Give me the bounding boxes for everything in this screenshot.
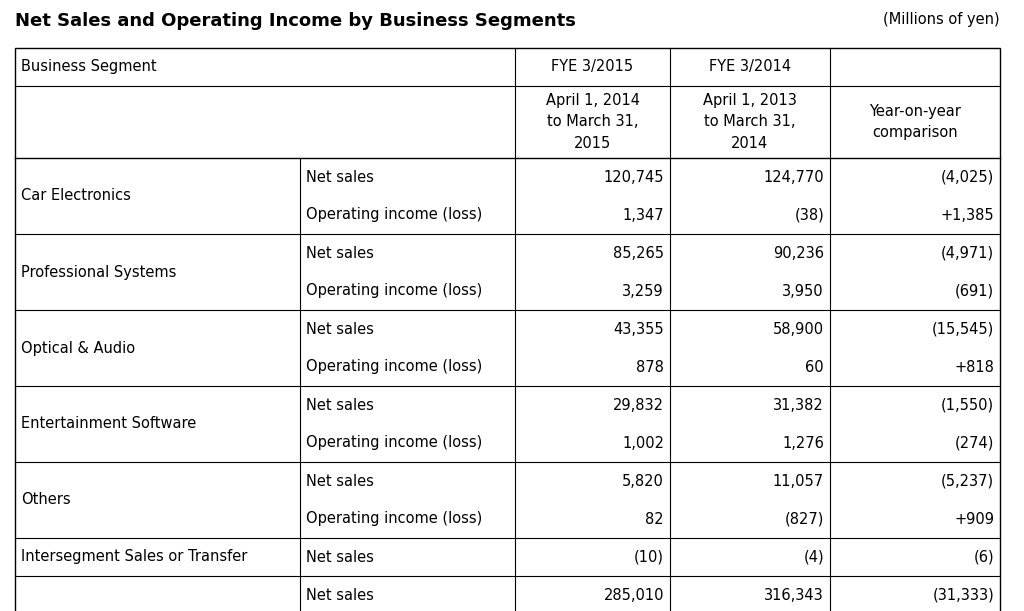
Text: (274): (274) (954, 436, 994, 450)
Text: Net sales: Net sales (306, 321, 374, 337)
Text: Operating income (loss): Operating income (loss) (306, 284, 482, 299)
Text: 316,343: 316,343 (764, 588, 824, 602)
Text: 1,276: 1,276 (782, 436, 824, 450)
Text: FYE 3/2015: FYE 3/2015 (552, 59, 634, 75)
Text: Net sales: Net sales (306, 398, 374, 412)
Text: Operating income (loss): Operating income (loss) (306, 436, 482, 450)
Text: 11,057: 11,057 (773, 474, 824, 489)
Text: 1,347: 1,347 (623, 208, 664, 222)
Text: (4,025): (4,025) (941, 169, 994, 185)
Text: Entertainment Software: Entertainment Software (22, 417, 197, 431)
Text: Business Segment: Business Segment (22, 59, 157, 75)
Text: (1,550): (1,550) (941, 398, 994, 412)
Text: 3,259: 3,259 (623, 284, 664, 299)
Text: 29,832: 29,832 (613, 398, 664, 412)
Text: FYE 3/2014: FYE 3/2014 (709, 59, 792, 75)
Text: (4): (4) (804, 549, 824, 565)
Text: April 1, 2013
to March 31,
2014: April 1, 2013 to March 31, 2014 (703, 93, 797, 150)
Text: 31,382: 31,382 (773, 398, 824, 412)
Text: (827): (827) (784, 511, 824, 527)
Text: 120,745: 120,745 (603, 169, 664, 185)
Text: Professional Systems: Professional Systems (22, 265, 176, 279)
Text: (Millions of yen): (Millions of yen) (884, 12, 1000, 27)
Text: (10): (10) (634, 549, 664, 565)
Text: (31,333): (31,333) (932, 588, 994, 602)
Text: Year-on-year
comparison: Year-on-year comparison (869, 104, 961, 140)
Text: Operating income (loss): Operating income (loss) (306, 359, 482, 375)
Text: 878: 878 (636, 359, 664, 375)
Text: Others: Others (22, 492, 71, 508)
Text: Net sales: Net sales (306, 549, 374, 565)
Text: (6): (6) (974, 549, 994, 565)
Text: Net sales: Net sales (306, 169, 374, 185)
Text: +909: +909 (954, 511, 994, 527)
Text: 90,236: 90,236 (773, 246, 824, 260)
Text: 85,265: 85,265 (613, 246, 664, 260)
Text: 5,820: 5,820 (623, 474, 664, 489)
Text: 58,900: 58,900 (773, 321, 824, 337)
Text: April 1, 2014
to March 31,
2015: April 1, 2014 to March 31, 2015 (546, 93, 640, 150)
Text: 1,002: 1,002 (622, 436, 664, 450)
Text: Car Electronics: Car Electronics (22, 189, 131, 203)
Text: (4,971): (4,971) (941, 246, 994, 260)
Text: (38): (38) (795, 208, 824, 222)
Text: Net sales: Net sales (306, 588, 374, 602)
Text: +818: +818 (954, 359, 994, 375)
Text: Optical & Audio: Optical & Audio (22, 340, 135, 356)
Text: (5,237): (5,237) (941, 474, 994, 489)
Text: 60: 60 (805, 359, 824, 375)
Text: Intersegment Sales or Transfer: Intersegment Sales or Transfer (22, 549, 248, 565)
Text: Net sales: Net sales (306, 246, 374, 260)
Text: (15,545): (15,545) (932, 321, 994, 337)
Text: +1,385: +1,385 (940, 208, 994, 222)
Text: 124,770: 124,770 (763, 169, 824, 185)
Text: 285,010: 285,010 (603, 588, 664, 602)
Text: Operating income (loss): Operating income (loss) (306, 511, 482, 527)
Text: (691): (691) (954, 284, 994, 299)
Text: 43,355: 43,355 (613, 321, 664, 337)
Text: Net Sales and Operating Income by Business Segments: Net Sales and Operating Income by Busine… (15, 12, 575, 30)
Text: 82: 82 (645, 511, 664, 527)
Text: Operating income (loss): Operating income (loss) (306, 208, 482, 222)
Text: Net sales: Net sales (306, 474, 374, 489)
Text: 3,950: 3,950 (782, 284, 824, 299)
